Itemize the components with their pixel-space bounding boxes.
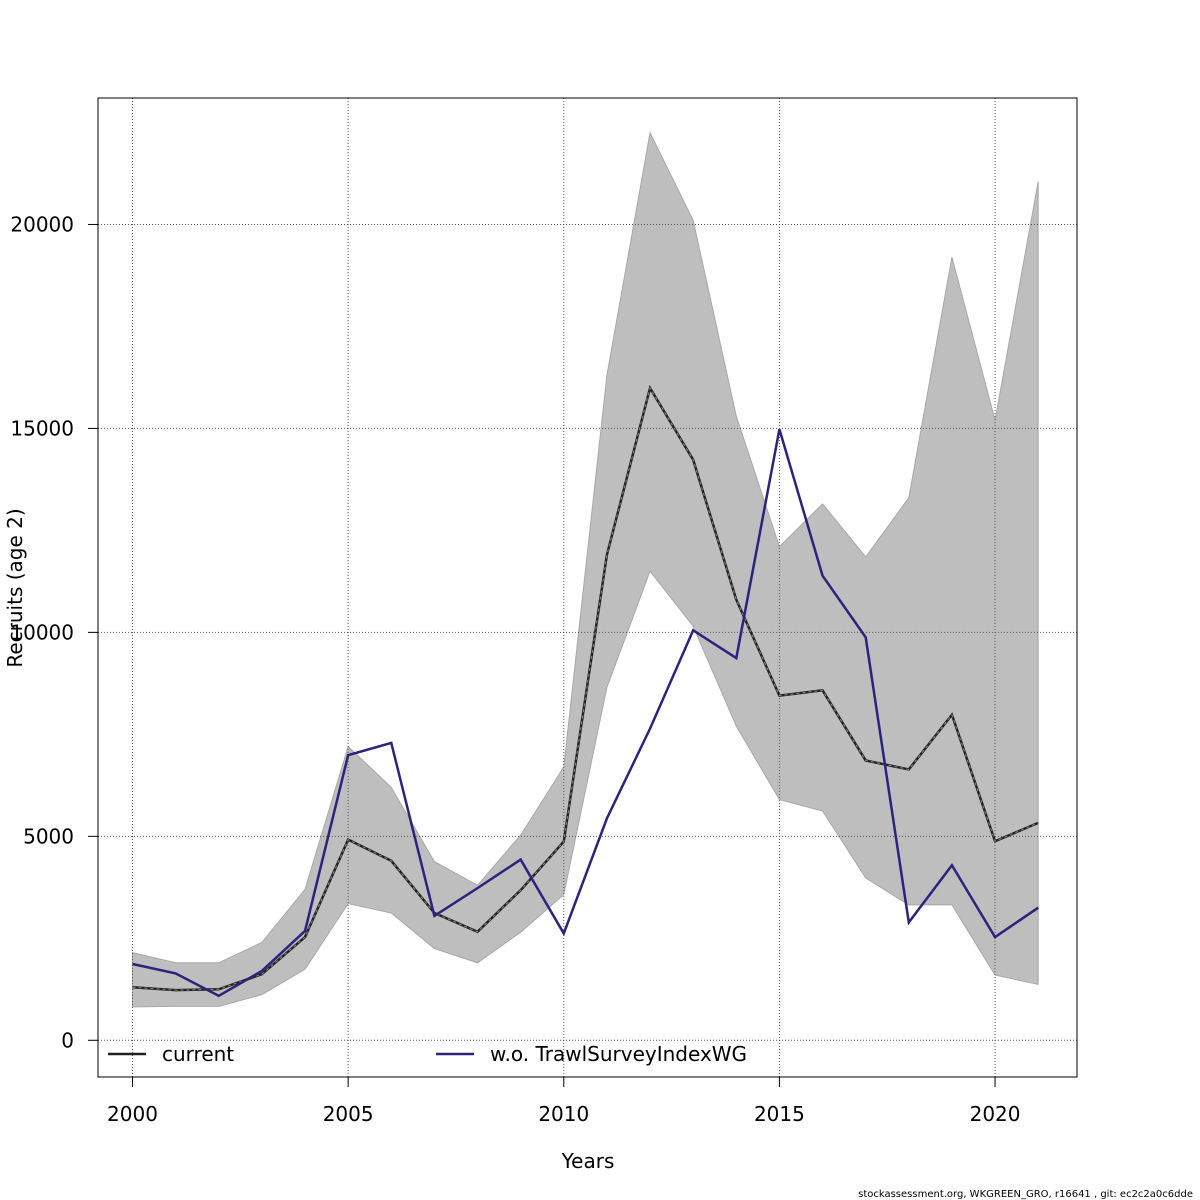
series-dash-current	[132, 386, 1039, 991]
confidence-band	[132, 131, 1039, 1008]
x-axis-title: Years	[561, 1149, 615, 1173]
y-tick-label-10000: 10000	[10, 620, 74, 644]
legend-label-wo-trawl-survey: w.o. TrawlSurveyIndexWG	[490, 1042, 747, 1066]
series-line-w-o-trawlsurveyindexwg	[132, 428, 1039, 998]
y-axis-title: Recruits (age 2)	[3, 508, 27, 667]
plot-frame	[97, 97, 1078, 1078]
x-tick-label-2000: 2000	[107, 1102, 158, 1126]
series-layer	[132, 384, 1039, 998]
legend: current w.o. TrawlSurveyIndexWG	[108, 1042, 747, 1066]
x-tick-label-2015: 2015	[754, 1102, 805, 1126]
grid-layer	[98, 98, 1077, 1077]
legend-label-current: current	[162, 1042, 234, 1066]
x-tick-label-2005: 2005	[323, 1102, 374, 1126]
y-axis: 0 5000 10000 15000 20000	[10, 212, 98, 1052]
x-tick-label-2020: 2020	[970, 1102, 1021, 1126]
y-tick-label-20000: 20000	[10, 212, 74, 236]
confidence-band-layer	[132, 131, 1039, 1008]
y-tick-label-5000: 5000	[23, 824, 74, 848]
footer-credit: stockassessment.org, WKGREEN_GRO, r16641…	[858, 1189, 1193, 1200]
y-tick-label-15000: 15000	[10, 416, 74, 440]
x-tick-label-2010: 2010	[538, 1102, 589, 1126]
y-tick-label-0: 0	[61, 1028, 74, 1052]
x-axis: 2000 2005 2010 2015 2020	[107, 1077, 1021, 1126]
